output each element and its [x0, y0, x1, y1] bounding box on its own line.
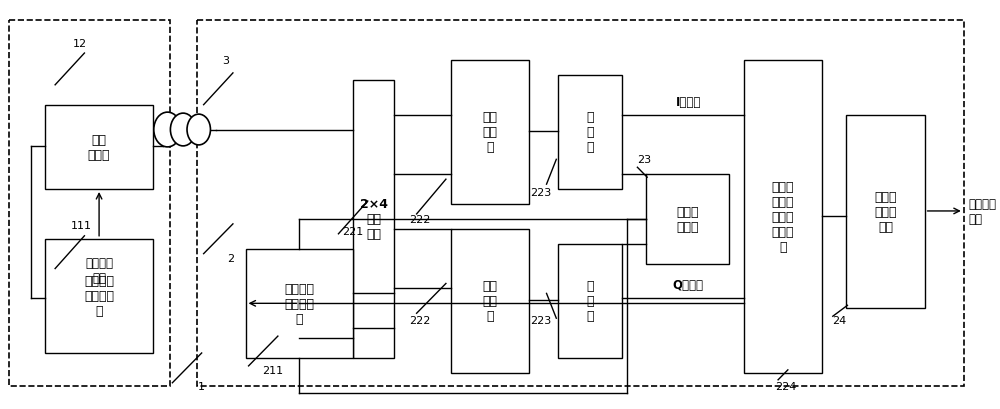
Text: 超窄线宽
本振激光
器: 超窄线宽 本振激光 器 [284, 282, 314, 325]
Bar [846, 115, 925, 308]
Text: 输出射频
信号: 输出射频 信号 [969, 198, 997, 225]
Text: 24: 24 [833, 315, 847, 326]
Text: 3: 3 [223, 56, 230, 66]
Text: 高采样
位数的
模拟数
字转换
器: 高采样 位数的 模拟数 字转换 器 [772, 180, 794, 253]
Ellipse shape [170, 114, 196, 146]
Bar [45, 239, 153, 353]
Bar [451, 229, 529, 373]
Text: 功
分
器: 功 分 器 [586, 280, 594, 323]
Bar [9, 21, 170, 386]
Text: 超窄线宽
远端激光
器: 超窄线宽 远端激光 器 [84, 275, 114, 318]
Text: 223: 223 [530, 315, 551, 326]
Ellipse shape [187, 115, 210, 146]
Text: 221: 221 [342, 226, 364, 236]
Bar [246, 249, 353, 358]
Text: 平衡
探测
器: 平衡 探测 器 [482, 111, 497, 154]
Text: 平衡
探测
器: 平衡 探测 器 [482, 280, 497, 323]
Bar [646, 175, 729, 264]
Text: 输入射频
信号: 输入射频 信号 [85, 256, 113, 284]
Ellipse shape [154, 113, 181, 148]
Text: 2×4
光耦
合器: 2×4 光耦 合器 [360, 198, 388, 241]
Text: 12: 12 [72, 39, 87, 49]
Bar [451, 61, 529, 204]
Text: Q路信号: Q路信号 [673, 279, 704, 292]
Text: 222: 222 [409, 214, 430, 225]
Text: 224: 224 [775, 381, 797, 391]
Text: 223: 223 [530, 188, 551, 198]
Text: 2: 2 [227, 253, 235, 263]
Bar [353, 81, 394, 358]
Text: 211: 211 [262, 365, 284, 375]
Bar [45, 106, 153, 190]
Bar [558, 244, 622, 358]
Text: 222: 222 [409, 315, 430, 326]
Bar [558, 76, 622, 190]
Text: 1: 1 [198, 381, 205, 391]
Bar [744, 61, 822, 373]
Text: 锁相控
制模块: 锁相控 制模块 [676, 205, 699, 233]
Text: 111: 111 [71, 220, 92, 230]
Text: I路信号: I路信号 [676, 95, 701, 108]
Bar [197, 21, 964, 386]
Text: 功
分
器: 功 分 器 [586, 111, 594, 154]
Text: 相位
调制器: 相位 调制器 [88, 134, 110, 162]
Text: 23: 23 [637, 155, 651, 165]
Text: 数字信
号处理
单元: 数字信 号处理 单元 [874, 191, 897, 234]
